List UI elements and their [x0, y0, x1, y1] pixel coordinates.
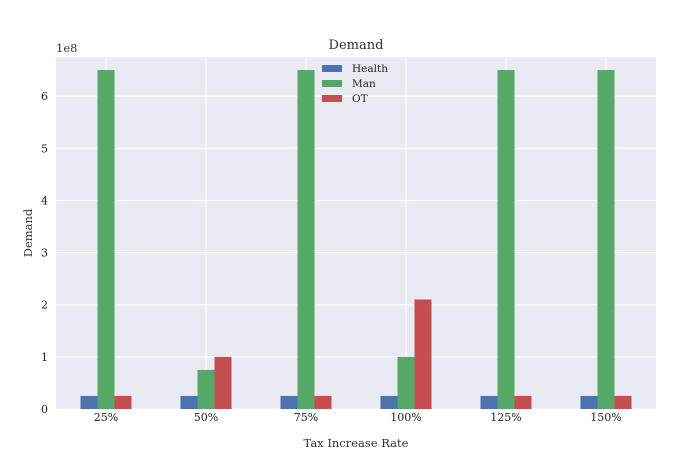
- bar-health-1: [80, 395, 98, 409]
- bar-man-3: [297, 70, 315, 409]
- y-tick-label: 0: [41, 403, 48, 416]
- legend-swatch-man: [322, 80, 342, 87]
- y-tick-label: 6: [41, 90, 48, 103]
- legend-label-ot: OT: [352, 93, 368, 105]
- x-tick-label: 50%: [194, 411, 218, 424]
- bar-health-5: [480, 395, 498, 409]
- x-axis-title: Tax Increase Rate: [304, 436, 409, 450]
- x-tick-label: 125%: [490, 411, 521, 424]
- bar-man-2: [197, 369, 215, 409]
- x-tick-label: 150%: [590, 411, 621, 424]
- legend-label-man: Man: [352, 78, 376, 90]
- bar-health-4: [380, 395, 398, 409]
- bar-man-1: [97, 70, 115, 409]
- y-tick-label: 3: [41, 247, 48, 260]
- bars: [80, 70, 632, 409]
- bar-man-4: [397, 356, 415, 409]
- y-offset-label: 1e8: [56, 41, 77, 55]
- chart-title: Demand: [329, 38, 384, 53]
- legend-swatch-health: [322, 65, 342, 72]
- bar-health-3: [280, 395, 298, 409]
- bar-ot-3: [314, 395, 332, 409]
- bar-ot-1: [114, 395, 132, 409]
- y-tick-label: 5: [41, 142, 48, 155]
- x-tick-label: 75%: [294, 411, 318, 424]
- plot-background: [56, 57, 656, 409]
- y-tick-label: 2: [41, 299, 48, 312]
- bar-ot-5: [514, 395, 532, 409]
- bar-health-6: [580, 395, 598, 409]
- y-axis-title: Demand: [21, 208, 35, 257]
- bar-man-5: [497, 70, 515, 409]
- y-tick-label: 1: [41, 351, 48, 364]
- bar-health-2: [180, 395, 198, 409]
- bar-ot-2: [214, 356, 232, 409]
- y-tick-labels: 0 1 2 3 4 5 6: [41, 90, 48, 416]
- y-tick-label: 4: [41, 194, 48, 207]
- x-tick-label: 100%: [390, 411, 421, 424]
- legend: Health Man OT: [322, 63, 388, 105]
- x-tick-label: 25%: [94, 411, 118, 424]
- bar-man-6: [597, 70, 615, 409]
- legend-swatch-ot: [322, 95, 342, 102]
- bar-ot-6: [614, 395, 632, 409]
- bar-ot-4: [414, 299, 432, 409]
- x-tick-labels: 25% 50% 75% 100% 125% 150%: [94, 411, 622, 424]
- legend-label-health: Health: [352, 63, 388, 75]
